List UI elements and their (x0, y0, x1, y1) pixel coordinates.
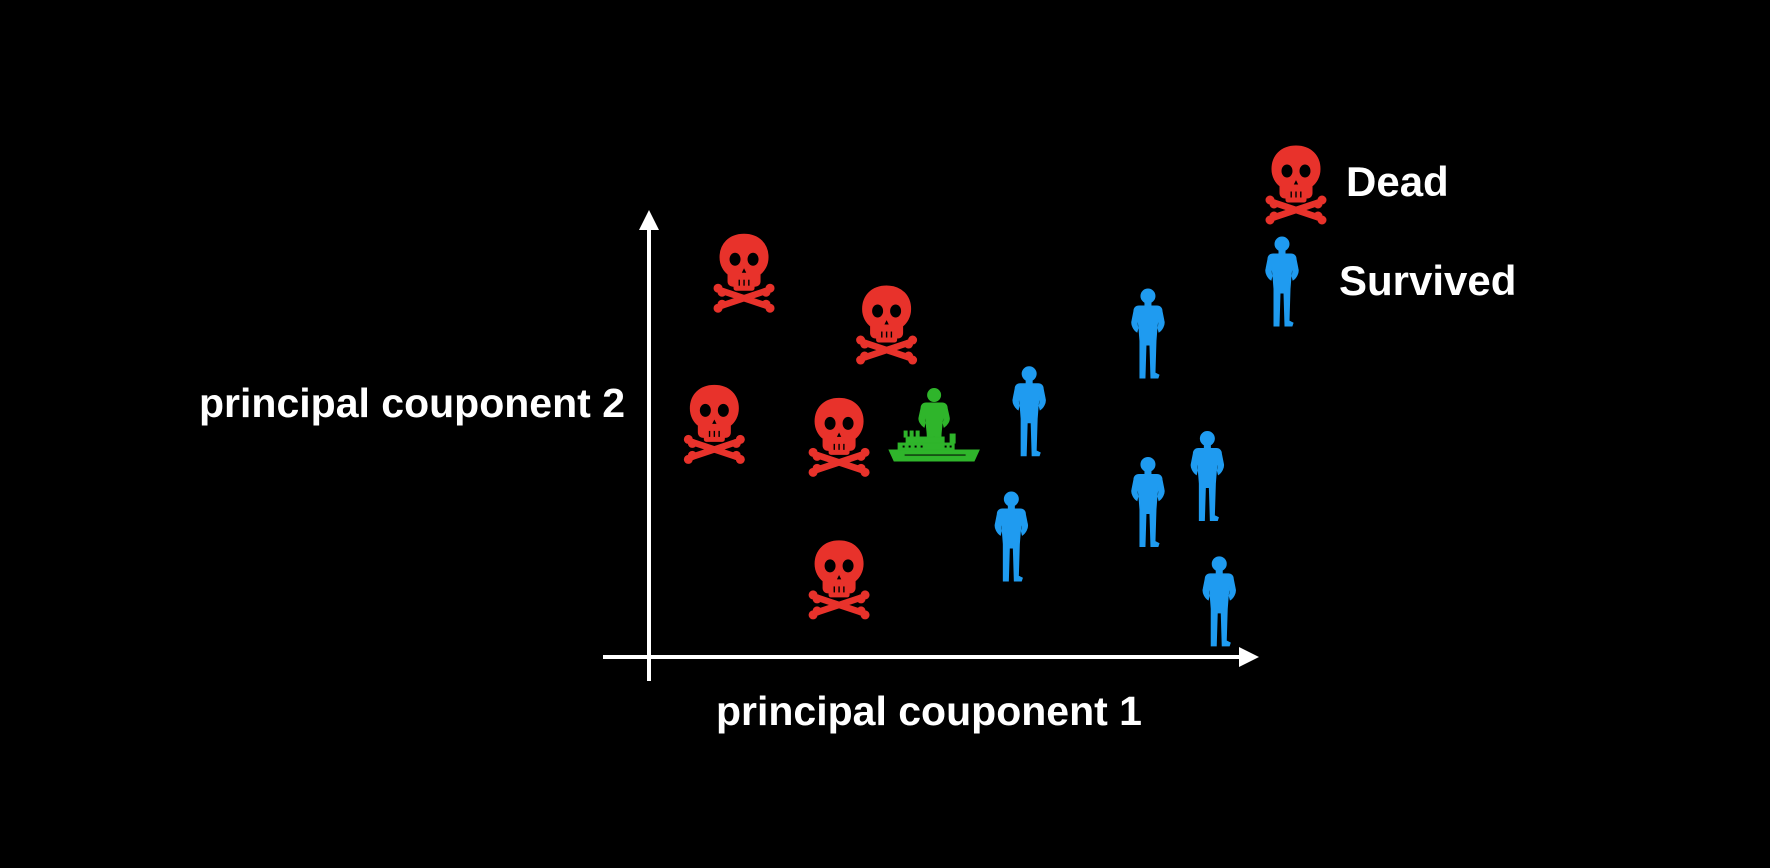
standing-person-icon (1202, 556, 1236, 647)
legend-label-survived: Survived (1339, 257, 1516, 304)
axes (603, 210, 1259, 681)
data-points (684, 234, 1236, 647)
x-axis-label: principal couponent 1 (716, 688, 1142, 734)
legend-item-survived: Survived (1265, 236, 1516, 327)
standing-person-icon (1265, 236, 1299, 327)
standing-person-icon (1131, 288, 1165, 379)
standing-person-icon (994, 491, 1029, 582)
standing-person-icon (1190, 431, 1225, 522)
x-axis-arrowhead (1239, 647, 1259, 667)
person-on-ship-icon (888, 388, 980, 462)
legend-label-dead: Dead (1346, 158, 1449, 205)
y-axis-arrowhead (639, 210, 659, 230)
skull-and-crossbones-icon (809, 398, 869, 476)
legend: Dead Survived (1265, 146, 1516, 327)
skull-and-crossbones-icon (809, 541, 869, 619)
standing-person-icon (1012, 366, 1046, 457)
standing-person-icon (1131, 456, 1165, 547)
skull-and-crossbones-icon (1266, 146, 1326, 224)
y-axis-label: principal couponent 2 (199, 380, 625, 426)
skull-and-crossbones-icon (714, 234, 774, 312)
legend-item-dead: Dead (1266, 146, 1449, 224)
skull-and-crossbones-icon (857, 286, 917, 364)
skull-and-crossbones-icon (684, 385, 744, 463)
